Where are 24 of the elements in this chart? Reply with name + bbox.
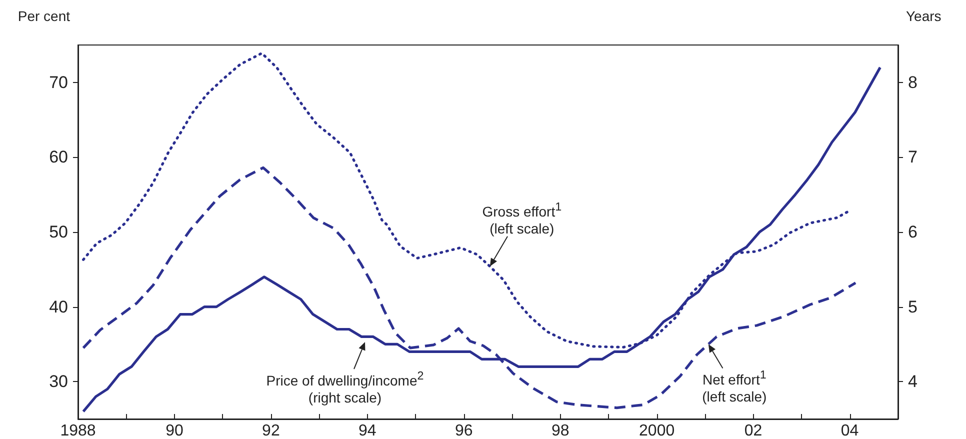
x-tick-label: 2000 [639, 422, 675, 439]
y2-axis-title: Years [906, 8, 942, 24]
y-tick-label: 60 [49, 148, 68, 167]
x-tick-label: 1988 [60, 422, 96, 439]
y2-tick-label: 7 [908, 148, 918, 167]
x-tick-label: 04 [840, 422, 859, 439]
y2-tick-label: 5 [908, 297, 918, 316]
x-tick-label: 94 [358, 422, 376, 439]
y-tick-label: 40 [49, 297, 68, 316]
annotation: Net effort$^{1}$ (left scale) [702, 368, 767, 406]
y-tick-label: 70 [49, 72, 68, 92]
text: Price of dwelling/income$^{2}$ (right scale) [266, 370, 424, 406]
x-tick-label: 90 [166, 422, 184, 439]
x-tick-label: 02 [744, 422, 762, 439]
annotation: Gross effort$^{1}$ (left scale) [482, 200, 562, 238]
x-tick-label: 98 [551, 422, 570, 439]
y-tick-label: 30 [49, 372, 68, 392]
y-tick-label: 50 [49, 222, 68, 242]
x-tick-label: 92 [262, 422, 280, 439]
y2-tick-label: 6 [908, 222, 918, 242]
x-tick-label: 96 [454, 422, 473, 439]
y2-tick-label: 4 [908, 372, 918, 392]
y-axis-title: Per cent [18, 8, 70, 24]
y2-tick-label: 8 [908, 72, 918, 92]
